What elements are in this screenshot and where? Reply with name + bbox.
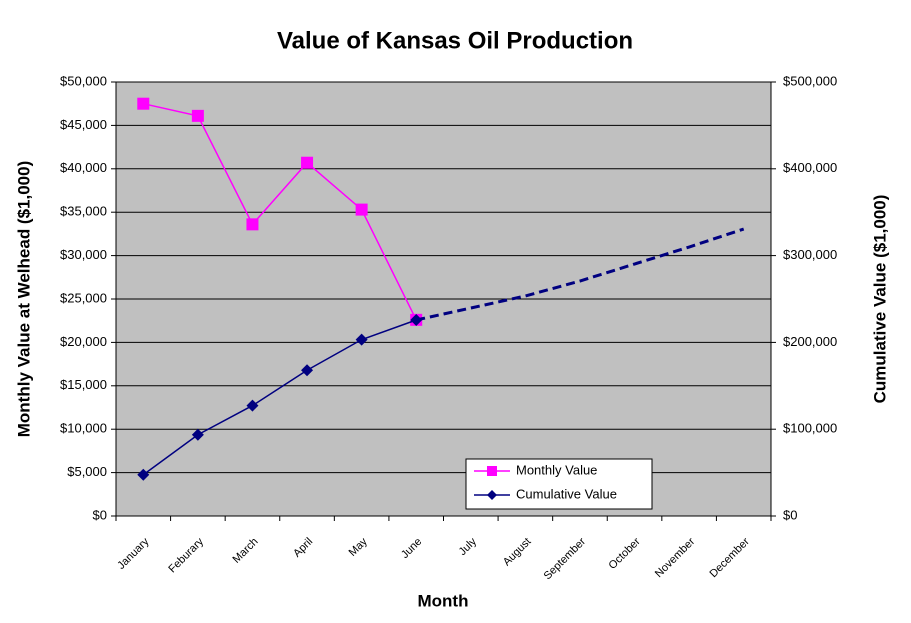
marker [191, 428, 204, 441]
marker [191, 109, 204, 122]
series-line [142, 319, 417, 476]
y-tick-label: $40,000 [60, 160, 107, 175]
marker [355, 203, 368, 216]
x-tick-label: May [347, 535, 371, 559]
x-tick-label: July [457, 535, 480, 558]
y-tick-label: $25,000 [60, 290, 107, 305]
marker [246, 218, 259, 231]
x-tick-label: January [115, 535, 152, 572]
legend-label: Monthly Value [516, 462, 597, 477]
y2-axis-title: Cumulative Value ($1,000) [870, 195, 889, 404]
x-tick-label: December [708, 535, 753, 580]
y-axis-title: Monthly Value at Welhead ($1,000) [14, 161, 33, 438]
y2-tick-label: $400,000 [783, 160, 837, 175]
y-tick-label: $15,000 [60, 377, 107, 392]
y-tick-label: $0 [93, 507, 107, 522]
legend-label: Cumulative Value [516, 486, 617, 501]
x-tick-label: April [291, 536, 315, 560]
x-tick-label: October [607, 535, 643, 571]
marker [301, 156, 314, 169]
y-tick-label: $20,000 [60, 334, 107, 349]
legend-marker [487, 466, 497, 476]
y-tick-label: $35,000 [60, 204, 107, 219]
marker [301, 364, 314, 377]
y2-tick-label: $500,000 [783, 73, 837, 88]
y-tick-label: $50,000 [60, 73, 107, 88]
x-tick-label: November [653, 535, 698, 580]
series-line [143, 102, 417, 321]
y-tick-label: $45,000 [60, 117, 107, 132]
x-tick-label: March [231, 536, 261, 566]
y2-tick-label: $100,000 [783, 421, 837, 436]
marker [246, 399, 259, 412]
legend-marker [487, 490, 497, 500]
y-tick-label: $10,000 [60, 421, 107, 436]
x-axis-title: Month [418, 591, 469, 610]
y-tick-label: $30,000 [60, 247, 107, 262]
y2-tick-label: $300,000 [783, 247, 837, 262]
y-tick-label: $5,000 [67, 464, 107, 479]
x-tick-label: Feburary [166, 535, 206, 575]
marker [137, 468, 150, 481]
y2-tick-label: $0 [783, 507, 797, 522]
y2-tick-label: $200,000 [783, 334, 837, 349]
projection-line [415, 227, 745, 322]
x-tick-label: June [399, 536, 424, 561]
chart-title: Value of Kansas Oil Production [277, 27, 633, 54]
x-tick-label: August [501, 536, 534, 569]
marker [355, 333, 368, 346]
x-tick-label: September [542, 535, 589, 582]
marker [137, 97, 150, 110]
